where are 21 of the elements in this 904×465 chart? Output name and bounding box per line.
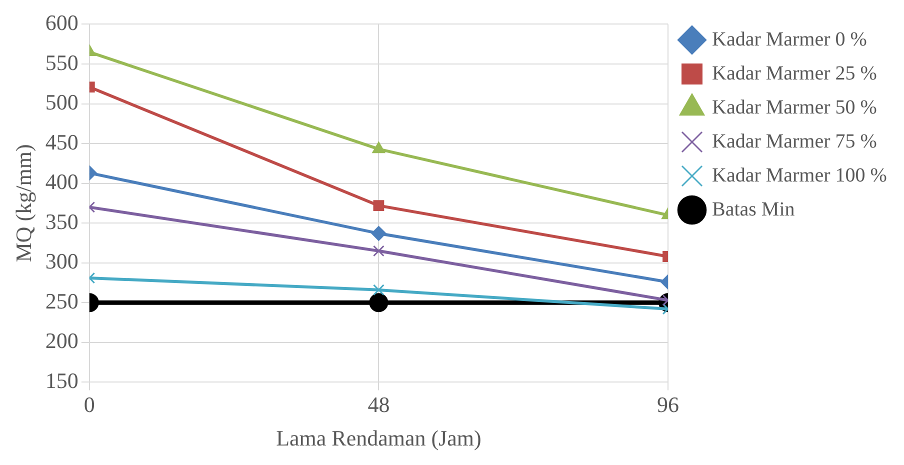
y-tick-label: 600	[45, 10, 78, 35]
legend-label: Kadar Marmer 0 %	[712, 28, 867, 50]
y-tick-label: 350	[45, 208, 78, 234]
y-tick-label: 450	[45, 129, 78, 154]
y-axis-title: MQ (kg/mm)	[10, 144, 36, 262]
x-axis-title: Lama Rendaman (Jam)	[276, 426, 482, 451]
legend-label: Batas Min	[712, 198, 795, 220]
y-tick-label: 250	[45, 288, 78, 314]
y-tick-label: 500	[45, 90, 78, 115]
legend-label: Kadar Marmer 25 %	[712, 62, 877, 84]
legend-label: Kadar Marmer 75 %	[712, 130, 877, 152]
x-tick-label: 0	[84, 392, 95, 418]
y-tick-label: 550	[45, 50, 78, 75]
y-tick-label: 300	[45, 248, 78, 274]
x-tick-label: 48	[368, 392, 390, 418]
y-tick-label: 400	[45, 169, 78, 194]
y-tick-label: 150	[45, 368, 78, 393]
legend-label: Kadar Marmer 50 %	[712, 96, 877, 118]
legend-label: Kadar Marmer 100 %	[712, 164, 887, 186]
x-tick-label: 96	[657, 392, 679, 418]
y-tick-label: 200	[45, 328, 78, 354]
